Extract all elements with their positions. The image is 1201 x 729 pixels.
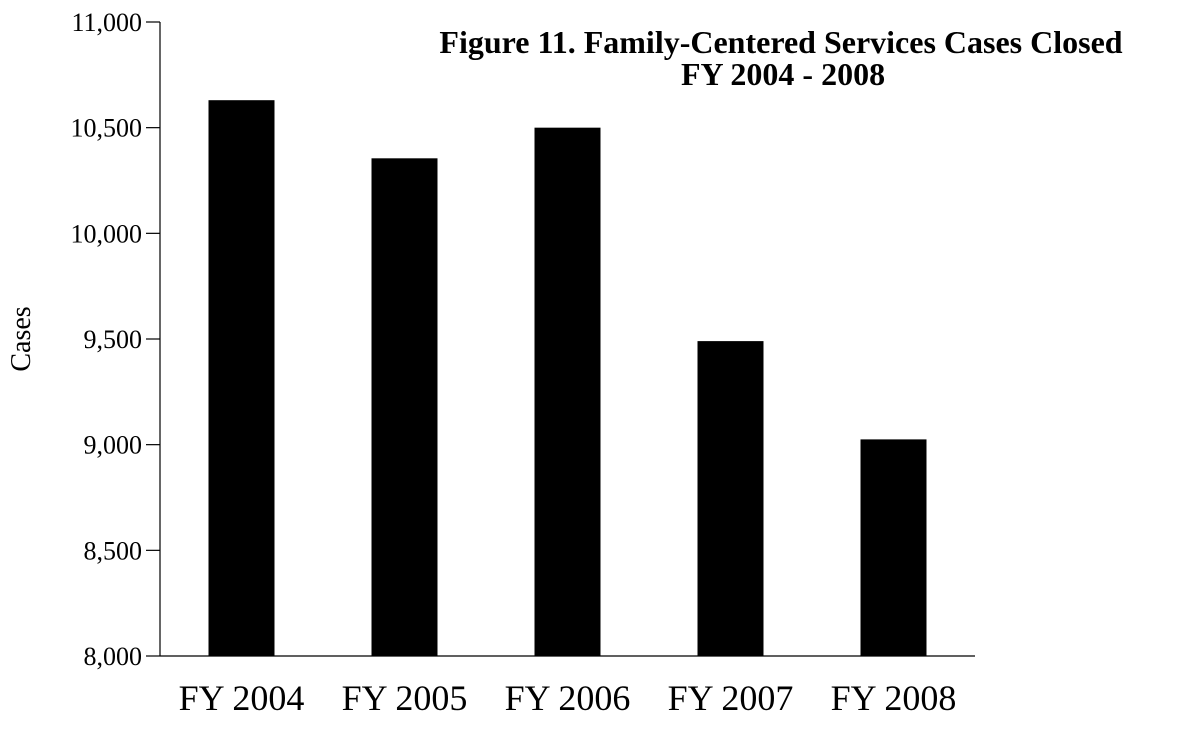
x-category-label: FY 2007: [668, 678, 794, 718]
y-tick-label: 8,000: [84, 642, 143, 671]
y-tick-label: 11,000: [71, 8, 142, 37]
category-labels: FY 2004 FY 2005 FY 2006 FY 2007 FY 2008: [179, 678, 957, 718]
y-tick-label: 9,000: [84, 431, 143, 460]
bar-fy-2007: [697, 341, 764, 656]
chart-subtitle: FY 2004 - 2008: [681, 56, 885, 92]
x-category-label: FY 2005: [342, 678, 468, 718]
bar-fy-2008: [860, 439, 927, 656]
x-category-label: FY 2008: [831, 678, 957, 718]
bar-fy-2004: [208, 100, 275, 656]
x-category-label: FY 2006: [505, 678, 631, 718]
y-tick-label: 9,500: [84, 325, 143, 354]
x-category-label: FY 2004: [179, 678, 305, 718]
chart-title-group: Figure 11. Family-Centered Services Case…: [439, 24, 1122, 92]
y-tick-label: 10,000: [71, 219, 143, 248]
bar-fy-2006: [534, 127, 601, 656]
y-tick-label: 10,500: [71, 114, 143, 143]
y-axis-title: Cases: [6, 306, 37, 371]
y-tick-label: 8,500: [84, 536, 143, 565]
chart-title: Figure 11. Family-Centered Services Case…: [439, 24, 1122, 60]
bars: [208, 100, 927, 656]
y-axis: 8,000 8,500 9,000 9,500 10,000 10,500 11,000: [71, 8, 161, 671]
bar-fy-2005: [371, 158, 438, 656]
